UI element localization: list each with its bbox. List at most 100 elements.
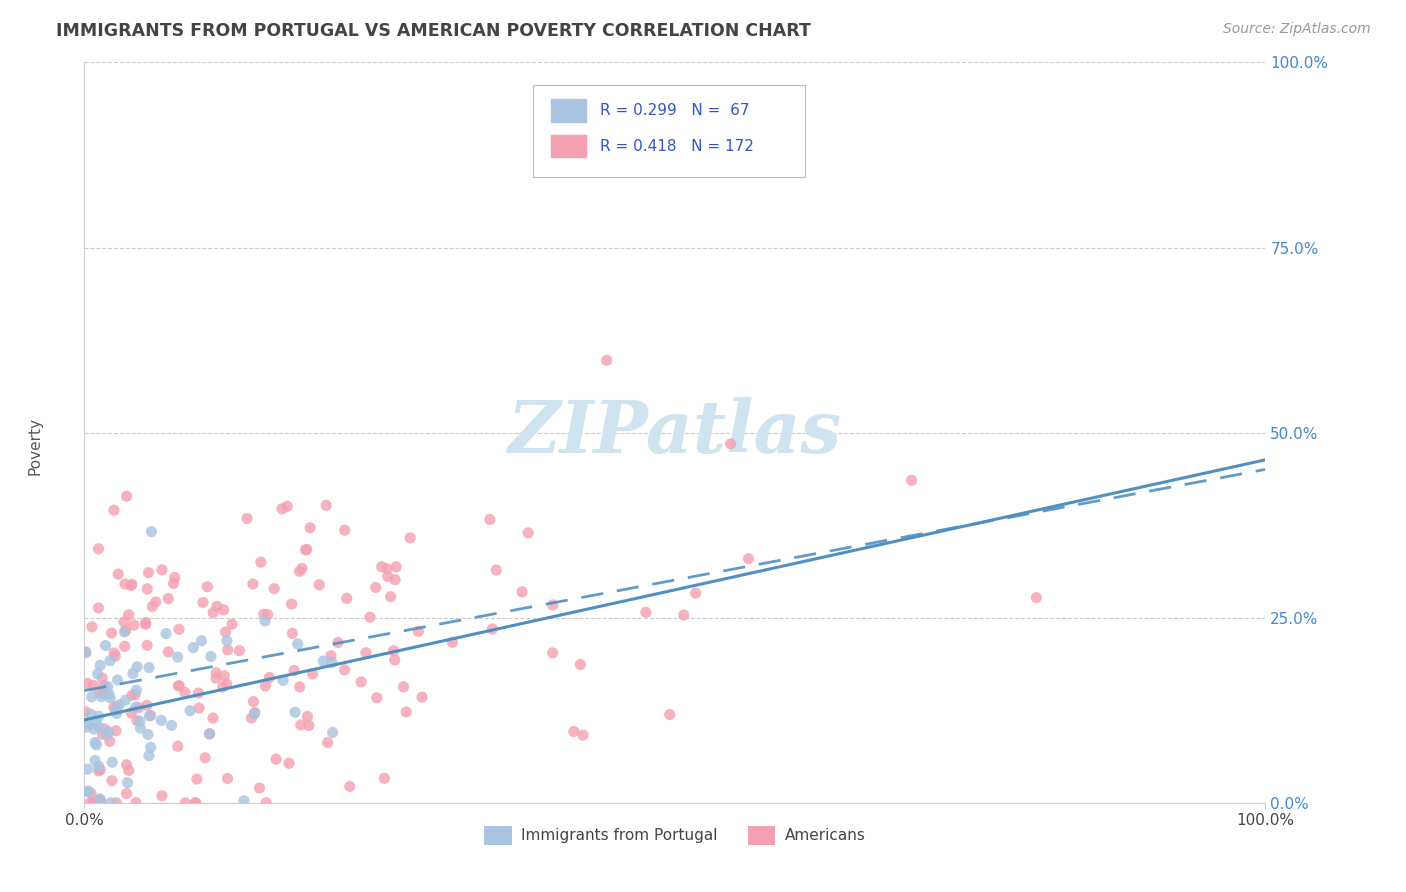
Point	[259, 671, 281, 685]
Point	[97, 687, 120, 701]
Point	[249, 780, 271, 795]
Point	[295, 542, 318, 557]
Point	[128, 700, 150, 714]
Point	[76, 720, 98, 734]
Point	[138, 660, 160, 674]
Point	[737, 551, 759, 566]
Point	[312, 654, 335, 668]
Point	[125, 796, 148, 810]
Point	[179, 704, 201, 718]
Point	[316, 735, 339, 749]
Point	[104, 703, 127, 717]
Point	[263, 582, 285, 596]
Point	[98, 690, 121, 705]
Point	[100, 796, 122, 810]
Point	[80, 707, 103, 722]
Bar	[551, 99, 586, 121]
Point	[75, 645, 97, 659]
Point	[205, 599, 228, 614]
Point	[135, 617, 157, 632]
Point	[211, 680, 233, 694]
Text: ZIPatlas: ZIPatlas	[508, 397, 842, 468]
Point	[136, 698, 159, 713]
Point	[198, 727, 221, 741]
Point	[359, 610, 381, 624]
Point	[243, 706, 266, 720]
Point	[190, 633, 212, 648]
Point	[86, 796, 108, 810]
Point	[112, 615, 135, 629]
Point	[174, 796, 197, 810]
Point	[115, 489, 138, 503]
Point	[96, 727, 118, 741]
Point	[89, 658, 111, 673]
Point	[160, 718, 183, 732]
Point	[138, 748, 160, 763]
Point	[162, 576, 184, 591]
Point	[478, 512, 501, 526]
Point	[562, 724, 585, 739]
Point	[366, 690, 388, 705]
Point	[173, 685, 195, 699]
Point	[184, 796, 207, 810]
Point	[121, 577, 143, 591]
Point	[408, 624, 430, 639]
Point	[228, 643, 250, 657]
Point	[541, 646, 564, 660]
Point	[93, 678, 115, 692]
Point	[217, 772, 239, 786]
Point	[103, 503, 125, 517]
Point	[254, 679, 277, 693]
Text: R = 0.299   N =  67: R = 0.299 N = 67	[600, 103, 749, 118]
Point	[87, 720, 110, 734]
Point	[194, 750, 217, 764]
Point	[136, 638, 159, 652]
Point	[82, 796, 104, 810]
Point	[114, 624, 136, 638]
Point	[166, 650, 188, 665]
Point	[319, 648, 342, 663]
Point	[93, 722, 115, 736]
Point	[242, 577, 264, 591]
Point	[155, 626, 177, 640]
Point	[333, 663, 356, 677]
Point	[108, 698, 131, 712]
Point	[150, 563, 173, 577]
Point	[336, 591, 359, 606]
Point	[103, 700, 125, 714]
Point	[91, 727, 114, 741]
Point	[183, 640, 205, 655]
Point	[120, 706, 142, 720]
Point	[97, 680, 120, 694]
Point	[114, 693, 136, 707]
Point	[377, 569, 399, 583]
Point	[136, 582, 159, 596]
Point	[200, 649, 222, 664]
Point	[89, 763, 111, 777]
Point	[125, 714, 148, 728]
Point	[1025, 591, 1047, 605]
Text: IMMIGRANTS FROM PORTUGAL VS AMERICAN POVERTY CORRELATION CHART: IMMIGRANTS FROM PORTUGAL VS AMERICAN POV…	[56, 22, 811, 40]
Point	[720, 437, 742, 451]
Point	[157, 645, 180, 659]
Point	[75, 646, 97, 660]
Point	[284, 706, 307, 720]
Point	[91, 671, 114, 685]
Point	[105, 796, 128, 810]
Point	[76, 784, 98, 798]
Point	[243, 706, 266, 721]
Point	[79, 796, 101, 810]
Point	[485, 563, 508, 577]
Point	[326, 635, 349, 649]
Point	[541, 598, 564, 612]
Point	[76, 762, 98, 776]
Point	[195, 580, 218, 594]
Point	[84, 754, 107, 768]
Point	[572, 728, 595, 742]
Point	[93, 686, 115, 700]
Point	[120, 578, 142, 592]
Point	[114, 624, 136, 639]
Point	[290, 718, 312, 732]
Point	[672, 608, 695, 623]
Point	[101, 773, 124, 788]
